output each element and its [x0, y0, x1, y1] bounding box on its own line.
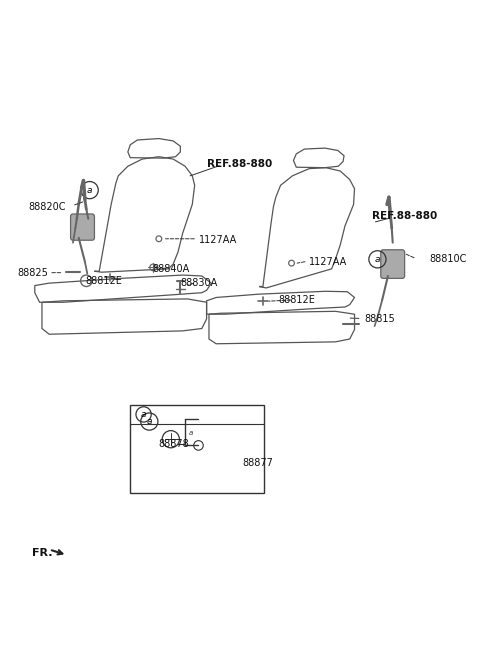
- Text: 88812E: 88812E: [85, 276, 122, 286]
- Text: a: a: [87, 186, 93, 194]
- Text: a: a: [141, 410, 146, 419]
- Text: FR.: FR.: [33, 548, 53, 558]
- Text: 88840A: 88840A: [152, 264, 190, 274]
- Text: 88877: 88877: [242, 458, 273, 468]
- FancyBboxPatch shape: [71, 214, 95, 240]
- Text: REF.88-880: REF.88-880: [372, 212, 437, 221]
- Text: 88810C: 88810C: [429, 254, 466, 264]
- Text: 1127AA: 1127AA: [309, 257, 348, 267]
- Text: 88815: 88815: [364, 314, 395, 324]
- Text: a: a: [189, 430, 193, 436]
- Text: 88878: 88878: [159, 439, 190, 449]
- Text: 88825: 88825: [17, 267, 48, 278]
- Text: 88830A: 88830A: [181, 278, 218, 288]
- Text: a: a: [146, 417, 152, 426]
- Text: 88820C: 88820C: [28, 202, 65, 212]
- FancyBboxPatch shape: [381, 250, 405, 279]
- Text: 1127AA: 1127AA: [199, 235, 238, 245]
- Text: 88812E: 88812E: [279, 295, 316, 305]
- Text: a: a: [375, 255, 380, 264]
- Text: REF.88-880: REF.88-880: [207, 159, 273, 169]
